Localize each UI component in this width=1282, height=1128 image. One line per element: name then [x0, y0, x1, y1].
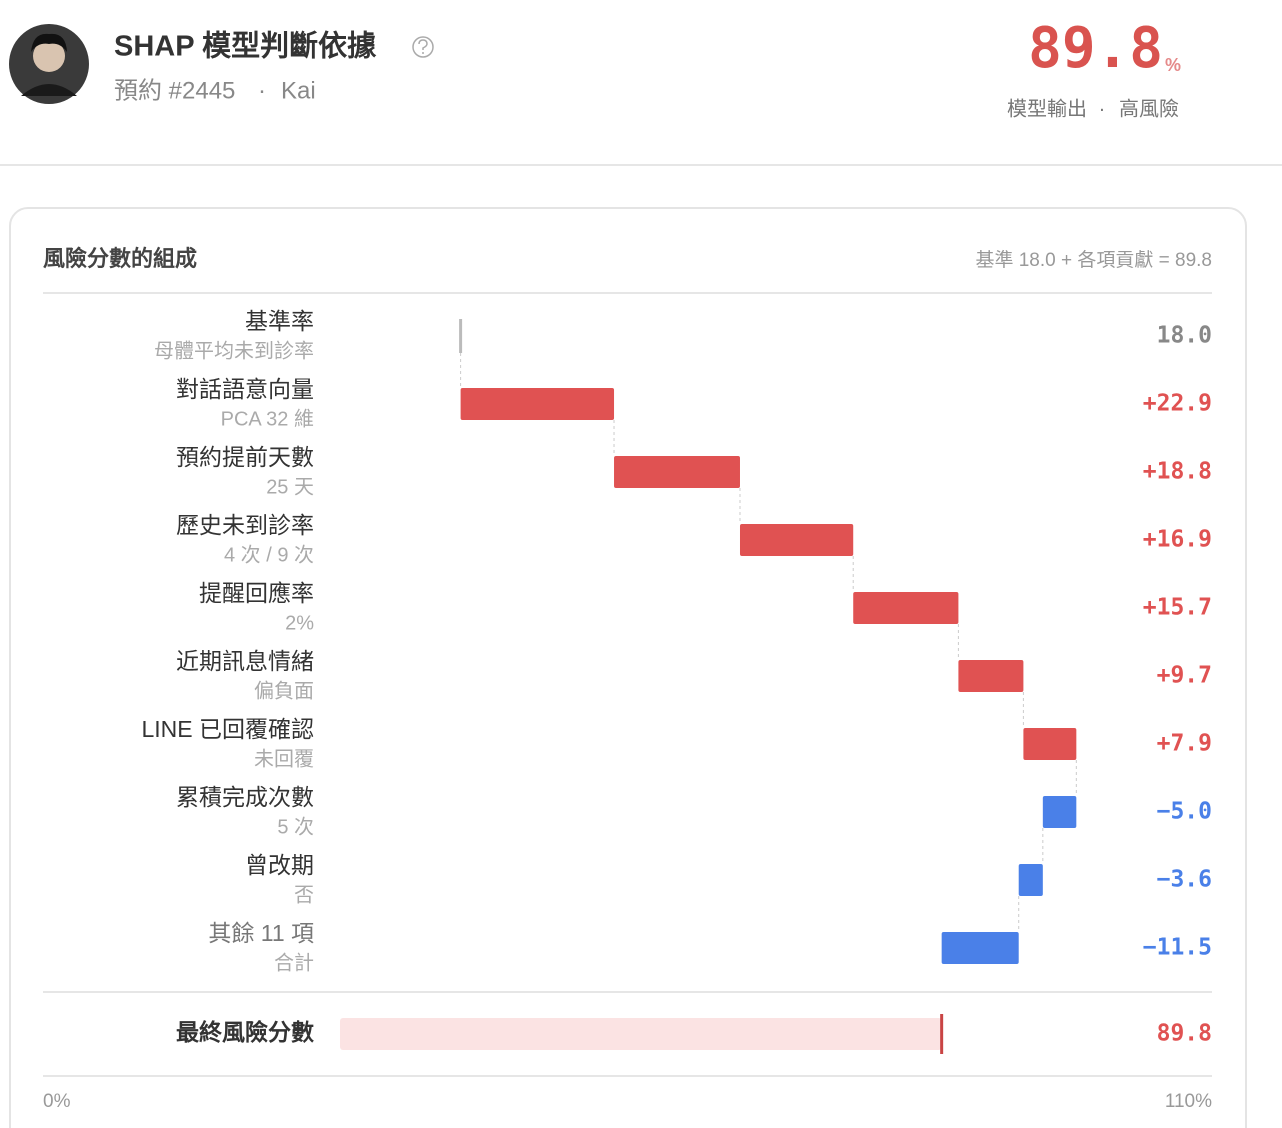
- value-label: +22.9: [1143, 391, 1212, 417]
- total-label: 最終風險分數: [176, 1019, 314, 1045]
- feature-sublabel: 否: [294, 884, 314, 906]
- value-label: +9.7: [1157, 663, 1212, 689]
- feature-label: 近期訊息情緒: [176, 648, 314, 674]
- feature-sublabel: 5 次: [277, 815, 314, 838]
- contribution-bar: [1018, 864, 1043, 896]
- feature-label: 其餘 11 項: [208, 920, 314, 946]
- feature-label: LINE 已回覆確認: [141, 716, 314, 742]
- value-label: −11.5: [1143, 935, 1212, 961]
- feature-label: 曾改期: [245, 852, 314, 878]
- risk-level: 高風險: [1119, 97, 1179, 120]
- score-caption: 模型輸出: [1007, 97, 1087, 120]
- avatar-hair: [31, 33, 67, 52]
- value-label: −3.6: [1157, 867, 1212, 893]
- feature-sublabel: 25 天: [266, 476, 314, 498]
- feature-label: 對話語意向量: [176, 376, 314, 402]
- feature-sublabel: PCA 32 維: [221, 407, 314, 430]
- value-label: 18.0: [1157, 323, 1212, 349]
- page-title: SHAP 模型判斷依據: [114, 30, 377, 63]
- help-icon[interactable]: [412, 36, 434, 58]
- x-tick-label: 110%: [1165, 1091, 1212, 1112]
- separator: ·: [1099, 98, 1106, 120]
- avatar-body: [21, 84, 77, 96]
- avatar-face: [33, 40, 65, 72]
- feature-sublabel: 未回覆: [254, 747, 314, 770]
- feature-sublabel: 母體平均未到診率: [154, 339, 314, 362]
- feature-sublabel: 2%: [285, 612, 314, 634]
- feature-label: 預約提前天數: [176, 444, 314, 470]
- formula-note: 基準 18.0 + 各項貢獻 = 89.8: [975, 249, 1212, 271]
- patient-name: Kai: [281, 77, 316, 104]
- value-label: +18.8: [1143, 459, 1212, 485]
- total-bar: [340, 1018, 942, 1050]
- contribution-bar: [739, 524, 854, 556]
- contribution-bar: [1042, 796, 1077, 828]
- contribution-bar: [941, 932, 1019, 964]
- score: 89.8: [1028, 16, 1163, 81]
- separator: ·: [258, 77, 266, 104]
- x-tick-label: 0%: [43, 1091, 71, 1112]
- card: [9, 207, 1247, 1128]
- value-label: +7.9: [1157, 731, 1212, 757]
- feature-label: 提醒回應率: [199, 580, 314, 606]
- feature-label: 歷史未到診率: [176, 512, 314, 538]
- feature-label: 累積完成次數: [176, 784, 314, 810]
- feature-sublabel: 偏負面: [254, 679, 314, 702]
- feature-label: 基準率: [245, 308, 314, 334]
- score-unit: %: [1165, 55, 1181, 75]
- feature-sublabel: 4 次 / 9 次: [224, 543, 314, 566]
- total-value: 89.8: [1157, 1021, 1212, 1047]
- contribution-bar: [460, 388, 615, 420]
- booking-id: 預約 #2445: [114, 77, 235, 104]
- value-label: +15.7: [1143, 595, 1212, 621]
- feature-sublabel: 合計: [274, 951, 314, 974]
- contribution-bar: [614, 456, 740, 488]
- card-title: 風險分數的組成: [43, 246, 197, 271]
- contribution-bar: [958, 660, 1024, 692]
- value-label: −5.0: [1157, 799, 1212, 825]
- contribution-bar: [1023, 728, 1077, 760]
- value-label: +16.9: [1143, 527, 1212, 553]
- contribution-bar: [853, 592, 959, 624]
